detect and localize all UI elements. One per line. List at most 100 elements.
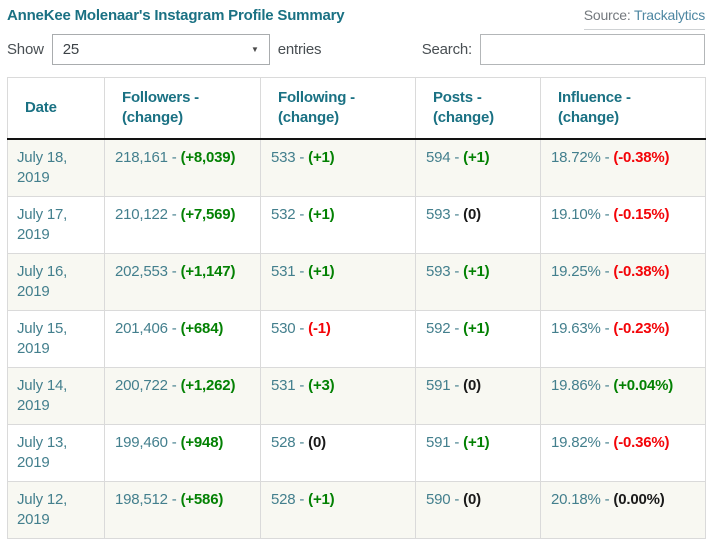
column-header-following[interactable]: Following - (change) (260, 77, 416, 140)
table-row: July 15, 2019 201,406 - (+684) 530 - (-1… (7, 310, 706, 368)
search-control: Search: (422, 34, 705, 65)
column-header-date[interactable]: Date (7, 77, 105, 140)
cell-value: 20.18% (551, 491, 601, 508)
cell-change: (+1) (463, 149, 490, 166)
cell-change: (0) (463, 491, 481, 508)
value-separator: - (604, 320, 610, 337)
cell-value: 528 (271, 491, 296, 508)
column-header-influence[interactable]: Influence - (change) (540, 77, 706, 140)
following-cell: 531 - (+1) (260, 253, 416, 311)
influence-cell: 19.82% - (-0.36%) (540, 424, 706, 482)
cell-change: (-0.23%) (613, 320, 670, 337)
table-row: July 18, 2019 218,161 - (+8,039) 533 - (… (7, 138, 706, 197)
following-cell: 528 - (0) (260, 424, 416, 482)
cell-change: (+3) (308, 377, 335, 394)
cell-value: 593 (426, 206, 451, 223)
followers-cell: 200,722 - (+1,262) (104, 367, 261, 425)
cell-change: (-0.15%) (613, 206, 670, 223)
value-separator: - (454, 149, 460, 166)
table-row: July 17, 2019 210,122 - (+7,569) 532 - (… (7, 196, 706, 254)
cell-change: (+1,262) (180, 377, 236, 394)
followers-cell: 198,512 - (+586) (104, 481, 261, 539)
value-separator: - (454, 491, 460, 508)
search-label: Search: (421, 41, 472, 58)
value-separator: - (454, 434, 460, 451)
cell-value: 590 (426, 491, 451, 508)
cell-change: (+684) (180, 320, 224, 337)
top-bar: AnneKee Molenaar's Instagram Profile Sum… (7, 0, 705, 30)
date-cell: July 13, 2019 (7, 424, 105, 482)
value-separator: - (171, 434, 177, 451)
value-separator: - (604, 149, 610, 166)
influence-cell: 20.18% - (0.00%) (540, 481, 706, 539)
posts-cell: 591 - (+1) (415, 424, 541, 482)
following-cell: 530 - (-1) (260, 310, 416, 368)
value-separator: - (171, 263, 177, 280)
cell-value: 18.72% (551, 149, 601, 166)
table-row: July 12, 2019 198,512 - (+586) 528 - (+1… (7, 481, 706, 539)
influence-cell: 19.86% - (+0.04%) (540, 367, 706, 425)
influence-cell: 19.63% - (-0.23%) (540, 310, 706, 368)
column-header-followers[interactable]: Followers - (change) (104, 77, 261, 140)
cell-value: 531 (271, 377, 296, 394)
entries-select[interactable]: 25 ▼ (51, 34, 270, 65)
cell-value: 210,122 (115, 206, 168, 223)
trackalytics-link[interactable]: Trackalytics (634, 7, 705, 23)
cell-change: (0) (463, 377, 481, 394)
entries-select-value: 25 (62, 41, 80, 58)
value-separator: - (299, 206, 305, 223)
cell-change: (+1) (308, 206, 335, 223)
value-separator: - (171, 206, 177, 223)
followers-cell: 218,161 - (+8,039) (104, 138, 261, 197)
followers-cell: 201,406 - (+684) (104, 310, 261, 368)
posts-cell: 594 - (+1) (415, 138, 541, 197)
search-input[interactable] (480, 34, 705, 65)
cell-value: 530 (271, 320, 296, 337)
page-title: AnneKee Molenaar's Instagram Profile Sum… (7, 7, 345, 24)
followers-cell: 202,553 - (+1,147) (104, 253, 261, 311)
profile-summary-table: Date Followers - (change) Following - (c… (7, 77, 706, 539)
cell-change: (+1) (463, 263, 490, 280)
cell-change: (0) (463, 206, 481, 223)
cell-value: 202,553 (115, 263, 168, 280)
date-cell: July 18, 2019 (7, 138, 105, 197)
entries-label: entries (277, 41, 322, 58)
value-separator: - (604, 263, 610, 280)
cell-value: 19.82% (551, 434, 601, 451)
value-separator: - (454, 320, 460, 337)
value-separator: - (171, 320, 177, 337)
value-separator: - (454, 263, 460, 280)
date-cell: July 15, 2019 (7, 310, 105, 368)
table-controls: Show 25 ▼ entries Search: (7, 34, 705, 65)
source: Source: Trackalytics (583, 7, 705, 30)
value-separator: - (299, 434, 305, 451)
value-separator: - (604, 434, 610, 451)
cell-value: 19.86% (551, 377, 601, 394)
value-separator: - (171, 149, 177, 166)
cell-change: (-0.38%) (613, 149, 670, 166)
column-header-posts[interactable]: Posts - (change) (415, 77, 541, 140)
following-cell: 531 - (+3) (260, 367, 416, 425)
cell-value: 532 (271, 206, 296, 223)
cell-value: 218,161 (115, 149, 168, 166)
influence-cell: 19.25% - (-0.38%) (540, 253, 706, 311)
table-row: July 16, 2019 202,553 - (+1,147) 531 - (… (7, 253, 706, 311)
cell-value: 533 (271, 149, 296, 166)
followers-cell: 210,122 - (+7,569) (104, 196, 261, 254)
cell-value: 201,406 (115, 320, 168, 337)
value-separator: - (299, 149, 305, 166)
following-cell: 532 - (+1) (260, 196, 416, 254)
cell-change: (+0.04%) (613, 377, 674, 394)
cell-change: (0) (308, 434, 326, 451)
cell-value: 528 (271, 434, 296, 451)
value-separator: - (604, 206, 610, 223)
cell-change: (+7,569) (180, 206, 236, 223)
table-row: July 14, 2019 200,722 - (+1,262) 531 - (… (7, 367, 706, 425)
posts-cell: 592 - (+1) (415, 310, 541, 368)
cell-value: 591 (426, 377, 451, 394)
cell-change: (+1) (308, 491, 335, 508)
cell-change: (+948) (180, 434, 224, 451)
chevron-down-icon: ▼ (251, 44, 259, 54)
value-separator: - (604, 377, 610, 394)
